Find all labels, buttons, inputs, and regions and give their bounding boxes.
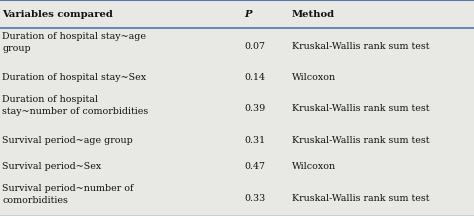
Text: Survival period~Sex: Survival period~Sex bbox=[2, 162, 101, 171]
Text: 0.33: 0.33 bbox=[244, 194, 265, 203]
Text: Duration of hospital stay~Sex: Duration of hospital stay~Sex bbox=[2, 73, 146, 82]
Text: 0.47: 0.47 bbox=[244, 162, 265, 171]
Text: Duration of hospital stay~age
group: Duration of hospital stay~age group bbox=[2, 32, 146, 53]
Text: Method: Method bbox=[292, 10, 335, 19]
Text: Kruskal-Wallis rank sum test: Kruskal-Wallis rank sum test bbox=[292, 194, 429, 203]
Text: Kruskal-Wallis rank sum test: Kruskal-Wallis rank sum test bbox=[292, 104, 429, 113]
Text: Survival period~number of
comorbidities: Survival period~number of comorbidities bbox=[2, 184, 134, 205]
Text: Kruskal-Wallis rank sum test: Kruskal-Wallis rank sum test bbox=[292, 135, 429, 145]
Text: Duration of hospital
stay~number of comorbidities: Duration of hospital stay~number of como… bbox=[2, 95, 149, 116]
Text: 0.39: 0.39 bbox=[244, 104, 265, 113]
Text: Variables compared: Variables compared bbox=[2, 10, 113, 19]
Text: 0.31: 0.31 bbox=[244, 135, 265, 145]
Text: 0.14: 0.14 bbox=[244, 73, 265, 82]
Text: P: P bbox=[244, 10, 252, 19]
Text: Wilcoxon: Wilcoxon bbox=[292, 162, 336, 171]
Text: Survival period~age group: Survival period~age group bbox=[2, 135, 133, 145]
Text: Wilcoxon: Wilcoxon bbox=[292, 73, 336, 82]
Text: Kruskal-Wallis rank sum test: Kruskal-Wallis rank sum test bbox=[292, 41, 429, 51]
Text: 0.07: 0.07 bbox=[244, 41, 265, 51]
